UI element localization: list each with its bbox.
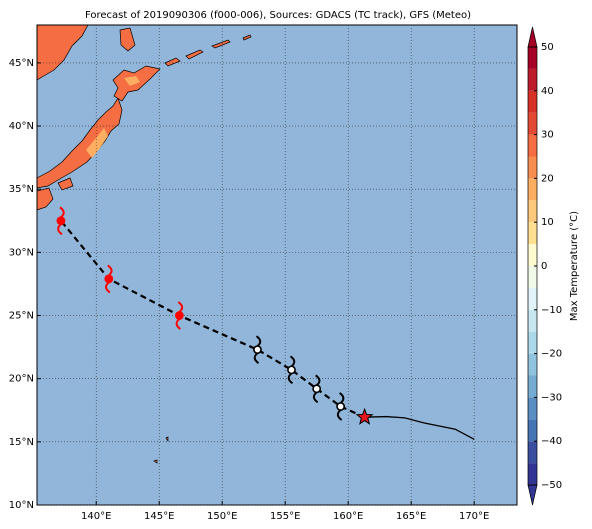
y-tick-label: 40°N (9, 121, 34, 132)
colorbar-band (528, 397, 537, 420)
y-tick-label: 10°N (9, 500, 34, 511)
cyclone-eye (312, 384, 322, 394)
colorbar-band (528, 222, 537, 245)
chart-title: Forecast of 2019090306 (f000-006), Sourc… (85, 10, 471, 21)
y-tick-label: 15°N (9, 437, 34, 448)
cyclone-eye (56, 216, 66, 226)
past-track (364, 415, 475, 440)
x-tick-label: 160°E (333, 511, 363, 522)
x-tick-label: 170°E (459, 511, 489, 522)
colorbar-tick-label: −10 (541, 305, 562, 316)
cyclone-arm (57, 206, 65, 236)
cyclone-eye (104, 274, 114, 284)
y-tick-label: 35°N (9, 184, 34, 195)
x-tick-label: 165°E (396, 511, 426, 522)
colorbar-band (528, 331, 537, 354)
cyclone-symbol (174, 301, 184, 330)
cyclone-eye (336, 402, 346, 411)
colorbar-tick-label: 40 (541, 86, 554, 97)
colorbar-band (528, 463, 537, 485)
x-tick-label: 150°E (207, 511, 237, 522)
colorbar-tick-label: 30 (541, 130, 554, 141)
colorbar-band (528, 200, 537, 223)
colorbar-band (528, 244, 537, 266)
colorbar-band (528, 441, 537, 464)
cyclone-arm (312, 374, 321, 404)
colorbar-band (528, 178, 537, 201)
colorbar-extend-high (527, 26, 538, 48)
cyclone-eye (287, 365, 296, 375)
cyclone-symbol (312, 374, 322, 404)
colorbar-band (528, 90, 537, 113)
cyclone-symbol (104, 264, 114, 294)
cyclone-arm (287, 355, 296, 385)
colorbar-band (528, 134, 537, 157)
cyclone-symbol (336, 392, 346, 421)
land (36, 24, 252, 464)
colorbar-band (528, 266, 537, 288)
colorbar-band (528, 68, 537, 91)
colorbar-tick-label: 20 (541, 173, 554, 184)
cyclone-eye (253, 345, 262, 355)
y-tick-label: 20°N (9, 374, 34, 385)
x-tick-label: 155°E (270, 511, 300, 522)
colorbar-band (528, 309, 537, 332)
cyclone-arm (105, 264, 113, 294)
colorbar-band (528, 353, 537, 376)
y-tick-label: 25°N (9, 311, 34, 322)
colorbar-tick-label: 10 (541, 217, 554, 228)
current-position (355, 407, 374, 425)
y-tick-label: 45°N (9, 58, 34, 69)
colorbar-band (528, 287, 537, 310)
colorbar-band (528, 47, 537, 69)
cyclone-symbol (253, 335, 262, 364)
cyclone-arm (175, 301, 184, 330)
colorbar-band (528, 375, 537, 398)
colorbar-tick-label: −30 (541, 392, 562, 403)
colorbar-band (528, 112, 537, 135)
colorbar-tick-label: 0 (541, 261, 547, 272)
colorbar-tick-label: −40 (541, 436, 562, 447)
forecast-track (60, 220, 366, 419)
cyclone-arm (253, 335, 262, 364)
cyclone-symbol (287, 355, 296, 385)
ocean (37, 25, 517, 505)
colorbar-band (528, 156, 537, 179)
cyclone-symbol (56, 206, 66, 236)
cyclone-eye (174, 311, 184, 320)
colorbar-label: Max Temperature (°C) (569, 211, 580, 321)
colorbar-extend-low (527, 484, 538, 506)
x-tick-label: 140°E (81, 511, 111, 522)
y-tick-label: 30°N (9, 247, 34, 258)
colorbar-tick-label: −20 (541, 349, 562, 360)
colorbar-tick-label: 50 (541, 42, 554, 53)
colorbar-tick-label: −50 (541, 480, 562, 491)
colorbar-band (528, 419, 537, 442)
cyclone-arm (336, 392, 345, 421)
x-tick-label: 145°E (144, 511, 174, 522)
